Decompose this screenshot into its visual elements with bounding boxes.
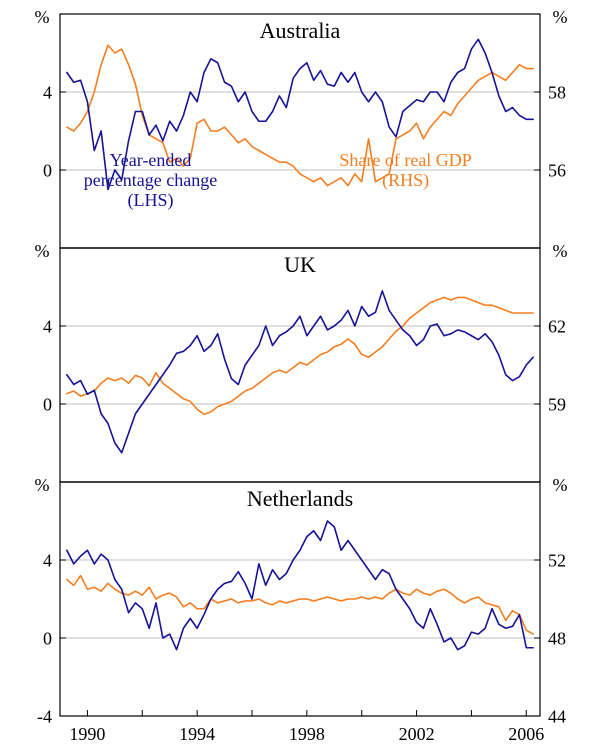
svg-text:%: % [35, 7, 50, 27]
svg-text:0: 0 [43, 394, 52, 414]
x-axis-label: 1994 [179, 724, 215, 744]
svg-text:48: 48 [548, 628, 566, 648]
x-axis-label: 1990 [69, 724, 105, 744]
x-axis-label: 1998 [289, 724, 325, 744]
svg-text:58: 58 [548, 82, 566, 102]
svg-text:%: % [553, 7, 568, 27]
svg-text:62: 62 [548, 316, 566, 336]
svg-text:%: % [553, 241, 568, 261]
panel-title: Netherlands [247, 486, 353, 511]
svg-text:4: 4 [43, 316, 52, 336]
svg-text:%: % [35, 475, 50, 495]
chart-annotation: (LHS) [128, 190, 174, 211]
series-share-rhs [67, 297, 533, 414]
svg-text:0: 0 [43, 160, 52, 180]
multi-panel-line-chart: 0 4 56 58%% Australia Year-endedpercentage ch… [0, 0, 600, 756]
chart-frame [60, 14, 540, 716]
svg-text:52: 52 [548, 550, 566, 570]
chart-annotation: (RHS) [382, 170, 429, 191]
panel-title: Australia [260, 18, 341, 43]
svg-text:0: 0 [43, 628, 52, 648]
x-axis-label: 2006 [508, 724, 544, 744]
chart-annotation: Year-ended [110, 150, 192, 170]
svg-text:44: 44 [548, 706, 566, 726]
svg-text:4: 4 [43, 82, 52, 102]
series-pctchange-lhs [67, 521, 533, 650]
svg-text:%: % [35, 241, 50, 261]
x-axis-label: 2002 [399, 724, 435, 744]
series-pctchange-lhs [67, 291, 533, 453]
svg-text:56: 56 [548, 160, 566, 180]
svg-text:59: 59 [548, 394, 566, 414]
chart-annotation: Share of real GDP [339, 150, 471, 170]
svg-text:%: % [553, 475, 568, 495]
svg-text:-4: -4 [37, 706, 52, 726]
panel-title: UK [284, 252, 316, 277]
chart-annotation: percentage change [84, 170, 217, 190]
svg-text:4: 4 [43, 550, 52, 570]
